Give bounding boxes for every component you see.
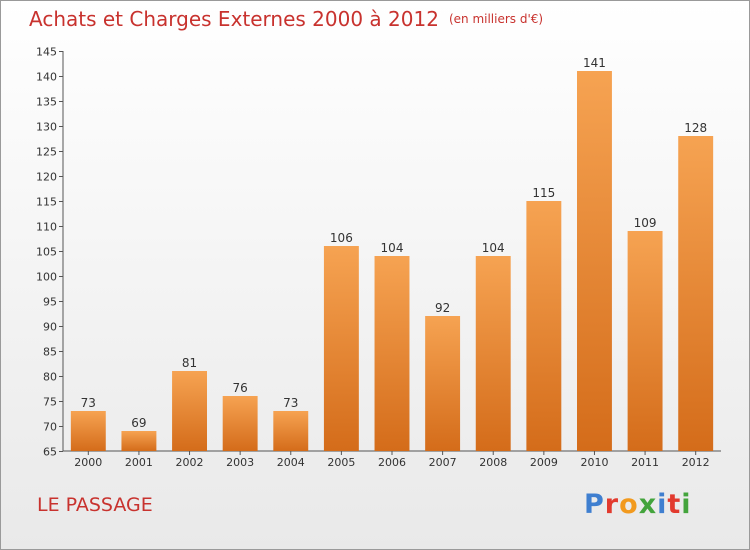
y-tick-label: 145 [36,46,57,59]
x-tick-label-2001: 2001 [125,456,153,469]
logo-letter: r [604,489,620,520]
logo-letter: i [657,489,668,520]
bar-2010 [576,71,612,451]
value-label-2005: 106 [330,231,353,245]
value-label-2000: 73 [81,396,96,410]
value-label-2004: 73 [283,396,298,410]
bar-2012 [678,136,714,451]
x-tick-label-2007: 2007 [429,456,457,469]
y-tick-label: 70 [43,421,57,434]
value-label-2009: 115 [532,186,555,200]
y-tick-label: 110 [36,221,57,234]
x-tick-label-2000: 2000 [74,456,102,469]
proxiti-logo: Proxiti [584,489,692,520]
y-tick-label: 115 [36,196,57,209]
y-tick-label: 120 [36,171,57,184]
y-tick-label: 95 [43,296,57,309]
logo-letter: x [638,489,658,520]
x-tick-label-2002: 2002 [176,456,204,469]
value-label-2008: 104 [482,241,505,255]
logo-letter: t [667,489,682,520]
x-tick-label-2011: 2011 [631,456,659,469]
x-tick-label-2012: 2012 [682,456,710,469]
logo-letter: o [619,489,639,520]
x-tick-label-2006: 2006 [378,456,406,469]
commune-name: LE PASSAGE [37,494,153,516]
value-label-2010: 141 [583,56,606,70]
bar-2002 [172,371,208,451]
y-tick-label: 125 [36,146,57,159]
x-tick-label-2005: 2005 [327,456,355,469]
y-tick-label: 100 [36,271,57,284]
y-tick-label: 105 [36,246,57,259]
chart-title: Achats et Charges Externes 2000 à 2012 (e… [29,7,543,31]
chart-subtitle: (en milliers d'€) [448,12,544,26]
y-tick-label: 80 [43,371,57,384]
y-tick-label: 85 [43,346,57,359]
x-tick-label-2009: 2009 [530,456,558,469]
value-label-2006: 104 [381,241,404,255]
x-tick-label-2004: 2004 [277,456,305,469]
bar-2008 [475,256,511,451]
value-label-2003: 76 [233,381,248,395]
bar-2000 [70,411,106,451]
bar-2006 [374,256,410,451]
logo-letter: i [681,489,692,520]
bar-2011 [627,231,663,451]
x-tick-label-2003: 2003 [226,456,254,469]
y-tick-label: 140 [36,71,57,84]
value-label-2002: 81 [182,356,197,370]
axes: 65 70 75 80 85 90 95 100 105 110 115 120 125 130 135 14… [36,46,721,469]
bar-2005 [323,246,359,451]
bar-2004 [273,411,309,451]
title-text: Achats et Charges Externes 2000 à 2012 [29,7,439,31]
value-labels: 73 69 81 76 73 106 104 92 104 115 141 109 128 [81,56,707,430]
bars [70,71,714,451]
bar-2001 [121,431,157,451]
y-tick-label: 65 [43,446,57,459]
x-tick-label-2010: 2010 [580,456,608,469]
y-tick-label: 130 [36,121,57,134]
value-label-2011: 109 [634,216,657,230]
bar-2009 [526,201,562,451]
bar-2003 [222,396,258,451]
y-tick-label: 75 [43,396,57,409]
y-tick-label: 135 [36,96,57,109]
y-tick-label: 90 [43,321,57,334]
value-label-2007: 92 [435,301,450,315]
x-tick-label-2008: 2008 [479,456,507,469]
bar-2007 [425,316,461,451]
logo-letter: P [584,489,605,520]
value-label-2012: 128 [684,121,707,135]
value-label-2001: 69 [131,416,146,430]
